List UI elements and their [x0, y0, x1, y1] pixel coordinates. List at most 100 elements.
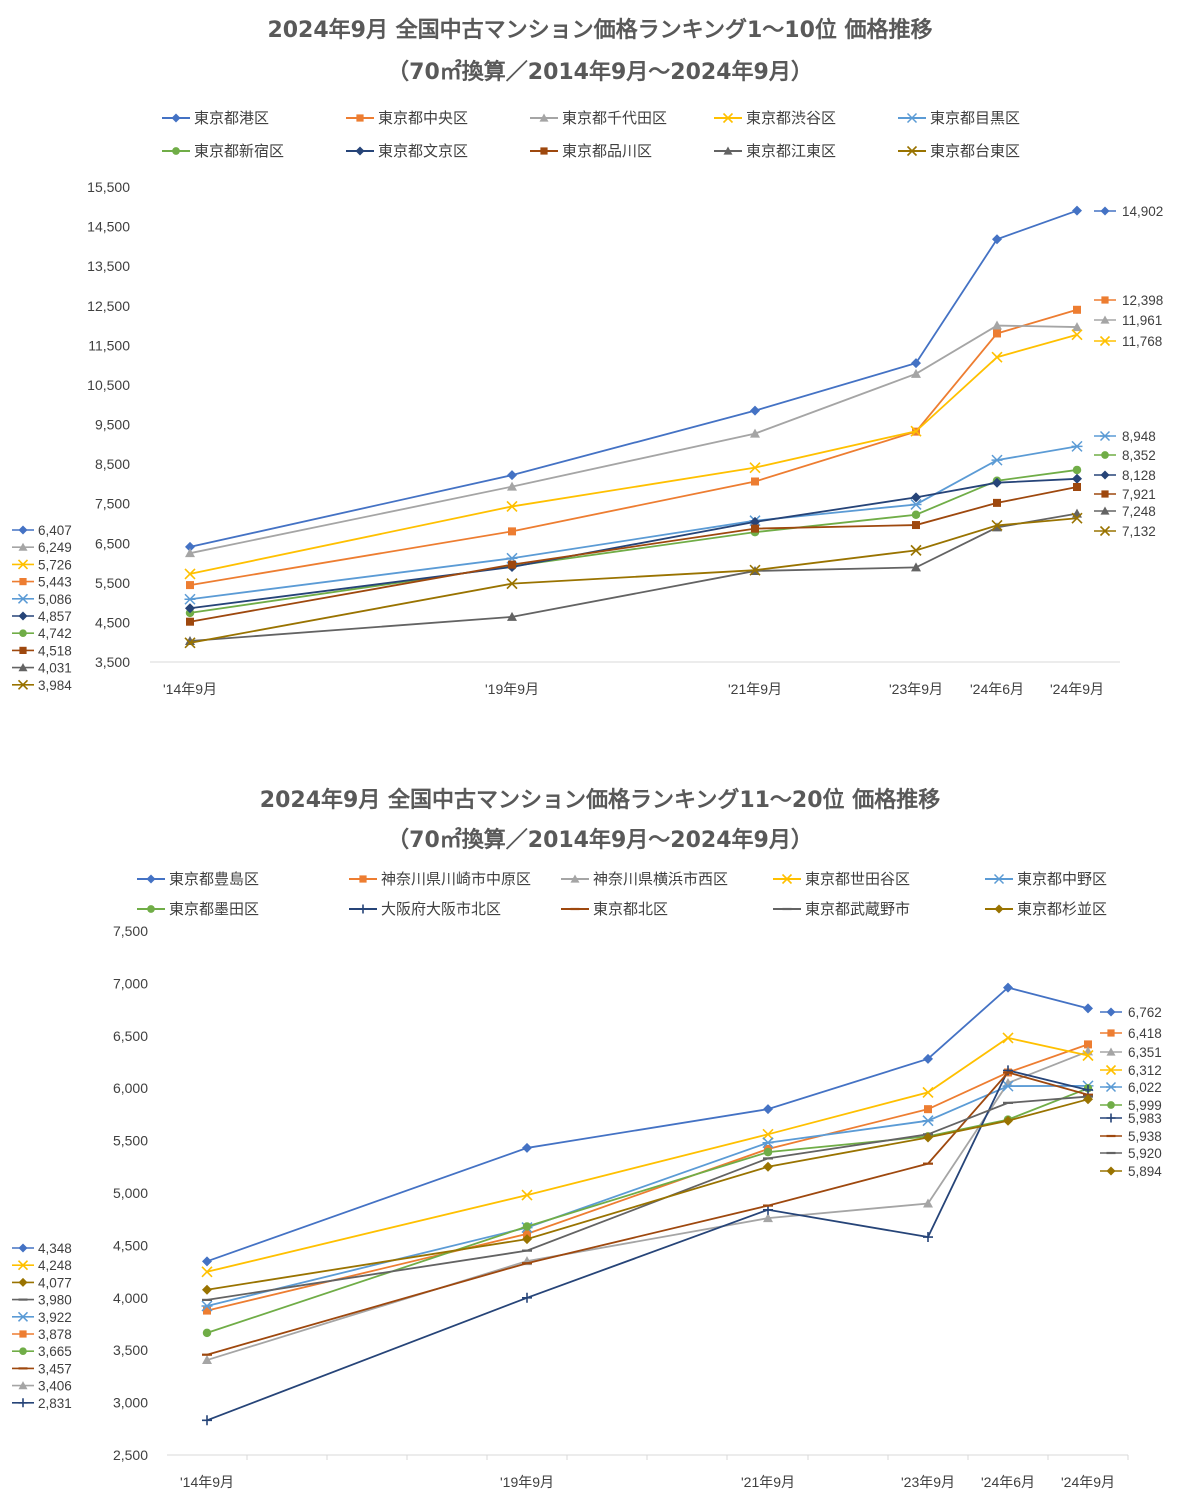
y-tick-label: 5,000: [113, 1185, 148, 1201]
data-point: [991, 454, 1003, 466]
end-value-label: 5,999: [1100, 1098, 1162, 1113]
series-line: [206, 1095, 1089, 1301]
svg-text:5,086: 5,086: [38, 592, 72, 607]
start-value-label: 4,348: [12, 1241, 72, 1256]
data-point: [521, 1189, 533, 1201]
end-value-label: 8,128: [1094, 468, 1156, 483]
y-tick-label: 4,500: [113, 1237, 148, 1253]
y-tick-label: 3,500: [113, 1342, 148, 1358]
data-point: [1003, 982, 1013, 993]
y-tick-label: 2,500: [113, 1447, 148, 1463]
start-value-label: 5,086: [12, 592, 72, 607]
svg-text:8,352: 8,352: [1122, 448, 1156, 463]
y-tick-label: 7,500: [113, 923, 148, 939]
legend-marker: [723, 146, 733, 155]
svg-text:8,128: 8,128: [1122, 468, 1156, 483]
start-value-label: 6,249: [12, 540, 72, 555]
series-line: [189, 324, 1078, 555]
start-value-label: 3,665: [12, 1344, 72, 1359]
y-tick-label: 3,000: [113, 1395, 148, 1411]
series-line: [206, 1087, 1089, 1334]
data-point: [910, 544, 922, 556]
series-1: [185, 205, 1082, 552]
x-tick-label: '24年9月: [1061, 1474, 1115, 1490]
x-tick-label: '23年9月: [889, 681, 943, 697]
data-point: [923, 1132, 933, 1143]
y-tick-label: 6,500: [113, 1028, 148, 1044]
svg-text:8,948: 8,948: [1122, 429, 1156, 444]
data-point: [993, 329, 1001, 338]
svg-text:14,902: 14,902: [1122, 204, 1163, 219]
end-value-label: 6,762: [1100, 1005, 1162, 1020]
series-5: [184, 440, 1083, 605]
svg-text:2,831: 2,831: [38, 1396, 72, 1411]
series-7: [202, 1065, 1093, 1426]
data-point: [992, 320, 1002, 330]
svg-text:4,077: 4,077: [38, 1275, 72, 1290]
legend-label: 東京都品川区: [562, 142, 652, 160]
series-7: [185, 473, 1082, 614]
svg-text:4,742: 4,742: [38, 626, 72, 641]
end-value-label: 5,894: [1100, 1164, 1162, 1179]
data-point: [910, 425, 922, 437]
series-line: [206, 1071, 1089, 1356]
legend-entry: 東京都港区: [162, 109, 269, 127]
legend-entry: 東京都品川区: [530, 142, 652, 160]
end-value-label: 7,132: [1094, 524, 1156, 539]
series-8: [202, 1071, 1093, 1356]
data-point: [749, 462, 761, 474]
data-point: [1072, 465, 1082, 475]
legend-label: 東京都江東区: [746, 142, 836, 160]
data-point: [186, 617, 194, 626]
data-point: [1072, 205, 1082, 216]
series-line: [206, 986, 1089, 1263]
legend-marker: [171, 113, 181, 123]
chart-rank11-20: 2024年9月 全国中古マンション価格ランキング11～20位 価格推移 （70㎡…: [0, 760, 1200, 1506]
x-tick-label: '23年9月: [901, 1474, 955, 1490]
data-point: [911, 368, 921, 378]
svg-text:5,894: 5,894: [1128, 1164, 1162, 1179]
x-tick-label: '24年6月: [970, 681, 1024, 697]
legend-label: 大阪府大阪市北区: [381, 900, 501, 918]
data-point: [992, 234, 1002, 245]
y-tick-label: 12,500: [87, 298, 130, 314]
start-value-label: 4,248: [12, 1258, 72, 1273]
svg-text:6,351: 6,351: [1128, 1045, 1162, 1060]
y-tick-label: 6,500: [95, 535, 130, 551]
data-point: [202, 1284, 212, 1295]
legend-entry: 大阪府大阪市北区: [349, 900, 501, 918]
legend-entry: 東京都台東区: [898, 142, 1020, 160]
start-value-label: 3,457: [12, 1361, 72, 1376]
data-point: [922, 1086, 934, 1098]
x-tick-label: '21年9月: [741, 1474, 795, 1490]
legend-label: 東京都武蔵野市: [805, 900, 910, 918]
data-point: [1002, 1032, 1014, 1044]
legend-label: 東京都新宿区: [194, 142, 284, 160]
y-tick-label: 15,500: [87, 179, 130, 195]
data-point: [1003, 1115, 1013, 1126]
legend-entry: 東京都目黒区: [898, 109, 1020, 127]
legend-marker: [906, 145, 918, 157]
data-point: [992, 477, 1002, 488]
data-point: [186, 581, 194, 590]
svg-text:5,983: 5,983: [1128, 1111, 1162, 1126]
legend-entry: 東京都杉並区: [985, 900, 1107, 918]
legend-label: 東京都文京区: [378, 142, 468, 160]
data-point: [1072, 473, 1082, 484]
end-value-label: 8,948: [1094, 429, 1156, 444]
start-value-label: 3,406: [12, 1379, 72, 1394]
series-1: [202, 982, 1093, 1267]
legend-entry: 東京都北区: [561, 900, 668, 918]
series-4: [201, 1032, 1094, 1278]
data-point: [911, 358, 921, 369]
data-point: [763, 1104, 773, 1115]
legend-entry: 東京都千代田区: [530, 109, 667, 127]
data-point: [522, 1234, 532, 1245]
data-point: [522, 1142, 532, 1153]
start-value-label: 4,031: [12, 661, 72, 676]
svg-text:5,726: 5,726: [38, 557, 72, 572]
svg-text:5,999: 5,999: [1128, 1098, 1162, 1113]
end-value-label: 8,352: [1094, 448, 1156, 463]
data-point: [1071, 512, 1083, 524]
legend-entry: 東京都文京区: [346, 142, 468, 160]
